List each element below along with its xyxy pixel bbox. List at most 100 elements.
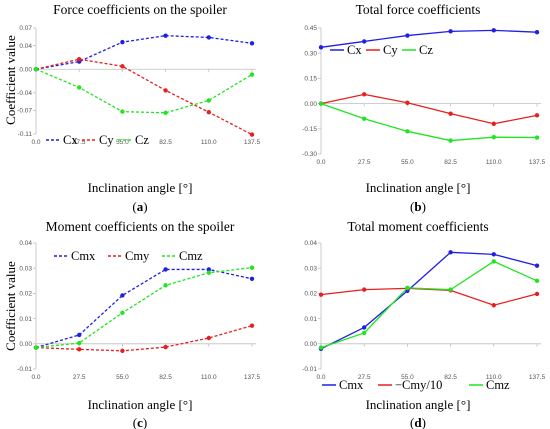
- x-tick-label: 82.5: [159, 374, 172, 381]
- data-point: [163, 267, 168, 272]
- data-point: [163, 344, 168, 350]
- data-point: [491, 259, 496, 264]
- y-axis-label: Coefficient value: [3, 35, 18, 125]
- x-tick-label: 55.0: [401, 159, 414, 166]
- data-point: [448, 250, 453, 255]
- y-tick-label: 0.02: [19, 291, 32, 298]
- x-tick-label: 55.0: [116, 374, 129, 381]
- panel-d: Total moment coefficients -0.01 0.00 0.01 0.…: [302, 219, 545, 429]
- data-point: [33, 345, 39, 350]
- y-tick-label: 0.00: [19, 66, 32, 73]
- x-tick-label: 82.5: [444, 374, 457, 381]
- data-point: [120, 109, 125, 114]
- data-point: [448, 287, 453, 292]
- data-point: [534, 278, 540, 283]
- y-tick-label: 0.45: [304, 25, 317, 32]
- data-point: [206, 267, 211, 272]
- x-tick-label: 82.5: [444, 159, 457, 166]
- x-tick-label: 27.5: [73, 139, 86, 146]
- data-point: [120, 39, 125, 45]
- y-tick-label: 0.04: [19, 43, 32, 50]
- legend-label: Cmx: [339, 378, 364, 392]
- data-point: [77, 347, 82, 352]
- x-tick-label: 0.0: [31, 374, 40, 381]
- x-tick-label: 137.5: [244, 374, 261, 381]
- data-point: [120, 348, 125, 354]
- series-line-cmy: [35, 325, 253, 352]
- data-point: [163, 283, 168, 288]
- data-point: [362, 39, 367, 44]
- data-point: [491, 303, 496, 308]
- y-tick-label: 0.07: [19, 25, 32, 32]
- data-point: [120, 64, 125, 69]
- y-tick-label: 0.03: [304, 265, 317, 272]
- panel-caption: (c): [133, 415, 147, 429]
- y-tick-label: -0.07: [17, 108, 32, 115]
- data-point: [448, 138, 453, 143]
- y-tick-label: 0.00: [304, 341, 317, 348]
- y-tick-label: -0.30: [302, 151, 317, 158]
- panel-caption: (d): [410, 415, 426, 429]
- x-tick-label: 110.0: [486, 159, 502, 166]
- y-tick-label: 0.00: [304, 101, 317, 108]
- data-point: [534, 263, 540, 268]
- legend-label: Cmy: [125, 249, 150, 263]
- legend-label: Cmz: [179, 249, 203, 263]
- data-point: [362, 287, 367, 292]
- y-tick-label: -0.04: [17, 90, 32, 97]
- x-tick-label: 55.0: [401, 374, 414, 381]
- x-tick-label: 110.0: [201, 374, 217, 381]
- x-tick-label: 137.5: [529, 374, 546, 381]
- series-line-cmz: [35, 267, 253, 349]
- x-tick-label: 137.5: [244, 139, 261, 146]
- data-point: [491, 121, 496, 126]
- data-point: [120, 310, 125, 316]
- data-point: [362, 116, 367, 121]
- data-point: [206, 98, 211, 103]
- data-point: [491, 135, 496, 140]
- legend-label: −Cmy/10: [395, 378, 442, 392]
- legend-label: Cx: [347, 43, 362, 57]
- x-tick-label: 82.5: [159, 139, 172, 146]
- x-axis-label: Inclination angle [°]: [88, 180, 193, 195]
- legend-label: Cz: [419, 43, 433, 57]
- y-tick-label: 0.04: [304, 240, 317, 247]
- series-line-cz: [320, 102, 538, 142]
- data-point: [77, 332, 82, 338]
- data-point: [206, 270, 211, 275]
- y-tick-label: 0.30: [304, 50, 317, 57]
- legend-label: Cmz: [486, 378, 510, 392]
- x-axis-label: Inclination angle [°]: [88, 397, 193, 412]
- data-point: [491, 28, 496, 33]
- data-point: [448, 111, 453, 116]
- y-tick-label: 0.01: [304, 316, 317, 323]
- panel-caption: (a): [132, 199, 147, 214]
- data-point: [249, 41, 255, 46]
- data-point: [405, 129, 410, 134]
- data-point: [534, 113, 540, 118]
- data-point: [362, 325, 367, 330]
- data-point: [405, 285, 410, 291]
- y-tick-label: 0.00: [19, 341, 32, 348]
- y-tick-label: -0.01: [17, 366, 32, 373]
- x-tick-label: 110.0: [486, 374, 502, 381]
- x-tick-label: 137.5: [529, 159, 546, 166]
- x-tick-label: 0.0: [316, 374, 325, 381]
- data-point: [77, 340, 82, 346]
- series-line-cmx: [35, 268, 253, 349]
- data-point: [448, 29, 453, 34]
- series-line-cmx: [320, 251, 538, 350]
- series-line-cmz: [320, 260, 538, 349]
- data-point: [405, 33, 410, 38]
- y-tick-label: 0.01: [19, 316, 32, 323]
- data-point: [318, 45, 324, 50]
- series-line-cx: [320, 29, 538, 48]
- legend-label: Cy: [383, 43, 398, 57]
- data-point: [318, 345, 324, 350]
- data-point: [249, 265, 255, 270]
- y-tick-label: 0.04: [19, 240, 32, 247]
- y-tick-label: 0.15: [304, 76, 317, 83]
- data-point: [534, 291, 540, 297]
- data-point: [249, 276, 255, 281]
- y-tick-label: 0.03: [19, 265, 32, 272]
